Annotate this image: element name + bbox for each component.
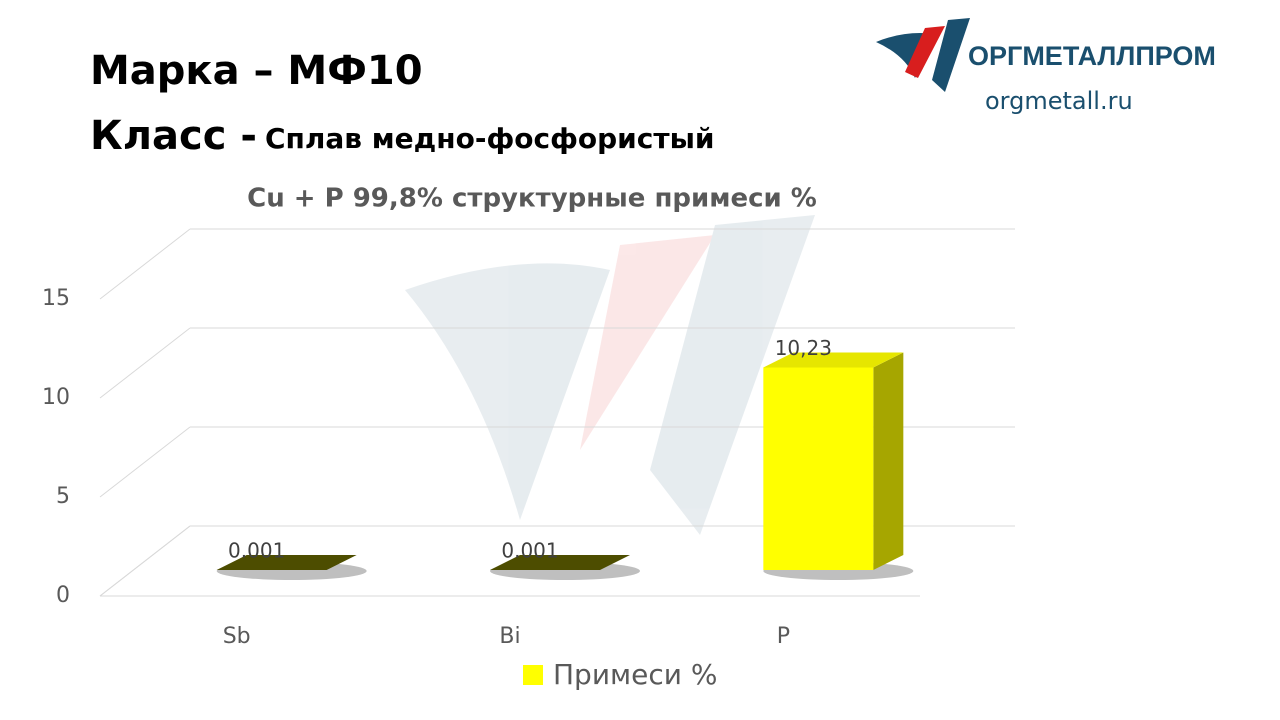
x-tick-label: P (777, 624, 790, 649)
data-label: 10,23 (775, 336, 832, 360)
data-label: 0.001 (501, 538, 558, 562)
logo: ОРГМЕТАЛЛПРОМ orgmetall.ru (876, 18, 1216, 115)
bar-side (600, 554, 630, 570)
y-tick-label: 5 (56, 484, 70, 509)
bar-top (763, 352, 904, 368)
y-tick-label: 0 (56, 583, 70, 608)
logo-name: ОРГМЕТАЛЛПРОМ (968, 41, 1216, 71)
chart-title: Cu + P 99,8% структурные примеси % (247, 184, 817, 214)
bar-side (326, 554, 357, 570)
logo-url: orgmetall.ru (985, 87, 1133, 115)
grid-side (99, 228, 191, 300)
data-label: 0.001 (228, 538, 285, 562)
y-tick-label: 15 (42, 286, 70, 311)
bar-side (873, 352, 904, 570)
bar (763, 367, 874, 570)
slide-title: Марка – МФ10 (90, 48, 423, 94)
watermark (405, 215, 815, 535)
class-label: Класс - (90, 113, 257, 159)
y-tick-label: 10 (42, 385, 70, 410)
grid-side (99, 426, 191, 498)
legend-swatch (523, 665, 543, 685)
x-tick-label: Bi (499, 624, 520, 649)
x-tick-label: Sb (223, 624, 251, 649)
class-value: Сплав медно-фосфористый (265, 122, 715, 155)
grid-side (99, 327, 191, 399)
legend-label: Примеси % (553, 658, 717, 691)
grid-side (99, 525, 191, 597)
bar-top (490, 554, 630, 570)
bar-top (216, 554, 357, 570)
